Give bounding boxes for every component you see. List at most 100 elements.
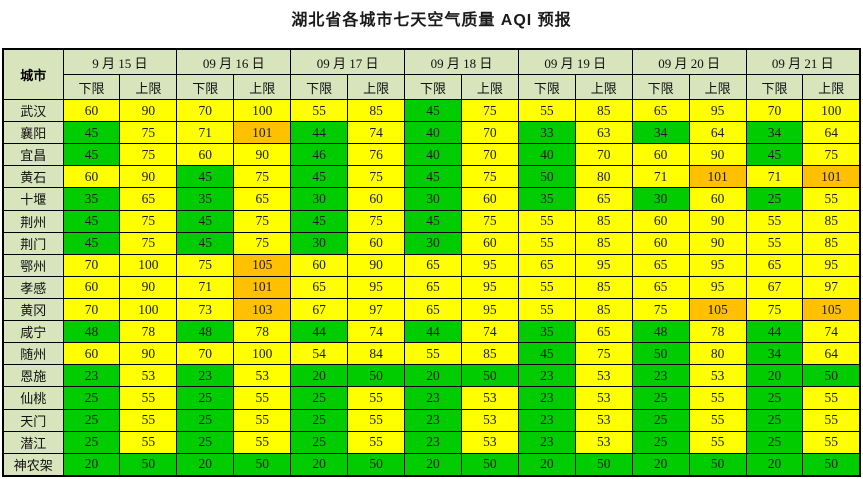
aqi-value-cell: 35 — [62, 187, 121, 211]
city-cell: 天门 — [2, 408, 64, 432]
aqi-value-cell: 97 — [802, 275, 861, 299]
aqi-value-cell: 23 — [517, 386, 576, 410]
aqi-value-cell: 75 — [574, 342, 633, 366]
table-body: 武汉 60 90 70 100 55 85 45 75 55 85 65 95 70 100 襄阳 45 75 71… — [2, 98, 861, 477]
upper-limit-header-3: 上限 — [347, 74, 406, 100]
city-cell: 荆州 — [2, 209, 64, 233]
aqi-value-cell: 55 — [347, 386, 406, 410]
city-cell: 神农架 — [2, 452, 64, 477]
aqi-value-cell: 75 — [347, 209, 406, 233]
aqi-value-cell: 75 — [460, 98, 519, 123]
upper-limit-header-5: 上限 — [574, 74, 633, 100]
upper-limit-header-2: 上限 — [233, 74, 292, 100]
city-cell: 鄂州 — [2, 253, 64, 277]
city-cell: 十堰 — [2, 187, 64, 211]
aqi-value-cell: 55 — [802, 386, 861, 410]
aqi-value-cell: 55 — [233, 430, 292, 454]
aqi-value-cell: 80 — [688, 342, 747, 366]
city-cell: 黄冈 — [2, 297, 64, 322]
aqi-value-cell: 75 — [460, 165, 519, 189]
aqi-value-cell: 45 — [176, 165, 235, 189]
aqi-value-cell: 45 — [404, 98, 462, 123]
aqi-value-cell: 50 — [802, 364, 861, 388]
aqi-value-cell: 54 — [290, 342, 349, 366]
aqi-value-cell: 60 — [460, 187, 519, 211]
aqi-value-cell: 53 — [460, 408, 519, 432]
date-header-2: 09 月 16 日 — [176, 48, 292, 75]
aqi-value-cell: 45 — [176, 209, 235, 233]
aqi-value-cell: 50 — [460, 452, 519, 477]
date-header-3: 09 月 17 日 — [290, 48, 406, 75]
aqi-value-cell: 53 — [574, 364, 633, 388]
aqi-value-cell: 25 — [290, 408, 349, 432]
upper-limit-header-4: 上限 — [460, 74, 519, 100]
aqi-value-cell: 55 — [688, 408, 747, 432]
aqi-value-cell: 45 — [62, 143, 121, 167]
aqi-value-cell: 50 — [517, 165, 576, 189]
aqi-value-cell: 40 — [404, 143, 462, 167]
aqi-value-cell: 60 — [62, 275, 121, 299]
date-header-4: 09 月 18 日 — [404, 48, 519, 75]
city-cell: 恩施 — [2, 364, 64, 388]
table-row: 潜江 25 55 25 55 25 55 23 53 23 53 25 55 25 55 — [2, 430, 861, 454]
aqi-value-cell: 90 — [688, 209, 747, 233]
aqi-value-cell: 25 — [631, 386, 690, 410]
aqi-value-cell: 34 — [745, 121, 804, 145]
aqi-value-cell: 34 — [631, 121, 690, 145]
aqi-value-cell: 23 — [631, 364, 690, 388]
aqi-value-cell: 60 — [631, 231, 690, 255]
city-cell: 仙桃 — [2, 386, 64, 410]
aqi-value-cell: 70 — [176, 98, 235, 123]
aqi-value-cell: 20 — [517, 452, 576, 477]
upper-limit-header-1: 上限 — [119, 74, 178, 100]
aqi-value-cell: 48 — [631, 320, 690, 344]
aqi-value-cell: 53 — [574, 430, 633, 454]
aqi-value-cell: 95 — [460, 253, 519, 277]
aqi-value-cell: 70 — [176, 342, 235, 366]
aqi-value-cell: 44 — [290, 121, 349, 145]
aqi-value-cell: 45 — [62, 121, 121, 145]
aqi-value-cell: 90 — [688, 231, 747, 255]
aqi-value-cell: 45 — [517, 342, 576, 366]
aqi-value-cell: 30 — [290, 187, 349, 211]
aqi-value-cell: 95 — [802, 253, 861, 277]
aqi-value-cell: 60 — [347, 231, 406, 255]
aqi-value-cell: 64 — [802, 342, 861, 366]
aqi-value-cell: 50 — [119, 452, 178, 477]
aqi-value-cell: 55 — [119, 430, 178, 454]
aqi-value-cell: 55 — [119, 408, 178, 432]
city-cell: 武汉 — [2, 98, 64, 123]
lower-limit-header-2: 下限 — [176, 74, 235, 100]
aqi-value-cell: 90 — [688, 143, 747, 167]
aqi-value-cell: 60 — [62, 98, 121, 123]
page-title: 湖北省各城市七天空气质量 AQI 预报 — [291, 12, 572, 29]
aqi-value-cell: 20 — [404, 452, 462, 477]
aqi-value-cell: 90 — [119, 165, 178, 189]
city-cell: 潜江 — [2, 430, 64, 454]
city-cell: 荆门 — [2, 231, 64, 255]
aqi-value-cell: 53 — [460, 386, 519, 410]
table-row: 武汉 60 90 70 100 55 85 45 75 55 85 65 95 70 100 — [2, 98, 861, 123]
aqi-value-cell: 53 — [460, 430, 519, 454]
aqi-value-cell: 101 — [233, 275, 292, 299]
aqi-value-cell: 101 — [688, 165, 747, 189]
aqi-value-cell: 25 — [62, 386, 121, 410]
aqi-value-cell: 20 — [62, 452, 121, 477]
aqi-value-cell: 100 — [119, 297, 178, 322]
date-header-5: 09 月 19 日 — [517, 48, 633, 75]
aqi-value-cell: 105 — [688, 297, 747, 322]
aqi-value-cell: 100 — [233, 98, 292, 123]
table-row: 仙桃 25 55 25 55 25 55 23 53 23 53 25 55 25 55 — [2, 386, 861, 410]
aqi-value-cell: 105 — [233, 253, 292, 277]
aqi-value-cell: 23 — [404, 386, 462, 410]
aqi-value-cell: 85 — [802, 231, 861, 255]
aqi-value-cell: 105 — [802, 297, 861, 322]
aqi-value-cell: 25 — [290, 386, 349, 410]
aqi-value-cell: 95 — [688, 253, 747, 277]
date-header-6: 09 月 20 日 — [631, 48, 747, 75]
aqi-value-cell: 23 — [176, 364, 235, 388]
aqi-value-cell: 25 — [176, 408, 235, 432]
aqi-value-cell: 85 — [574, 275, 633, 299]
aqi-value-cell: 25 — [62, 408, 121, 432]
aqi-value-cell: 70 — [62, 253, 121, 277]
